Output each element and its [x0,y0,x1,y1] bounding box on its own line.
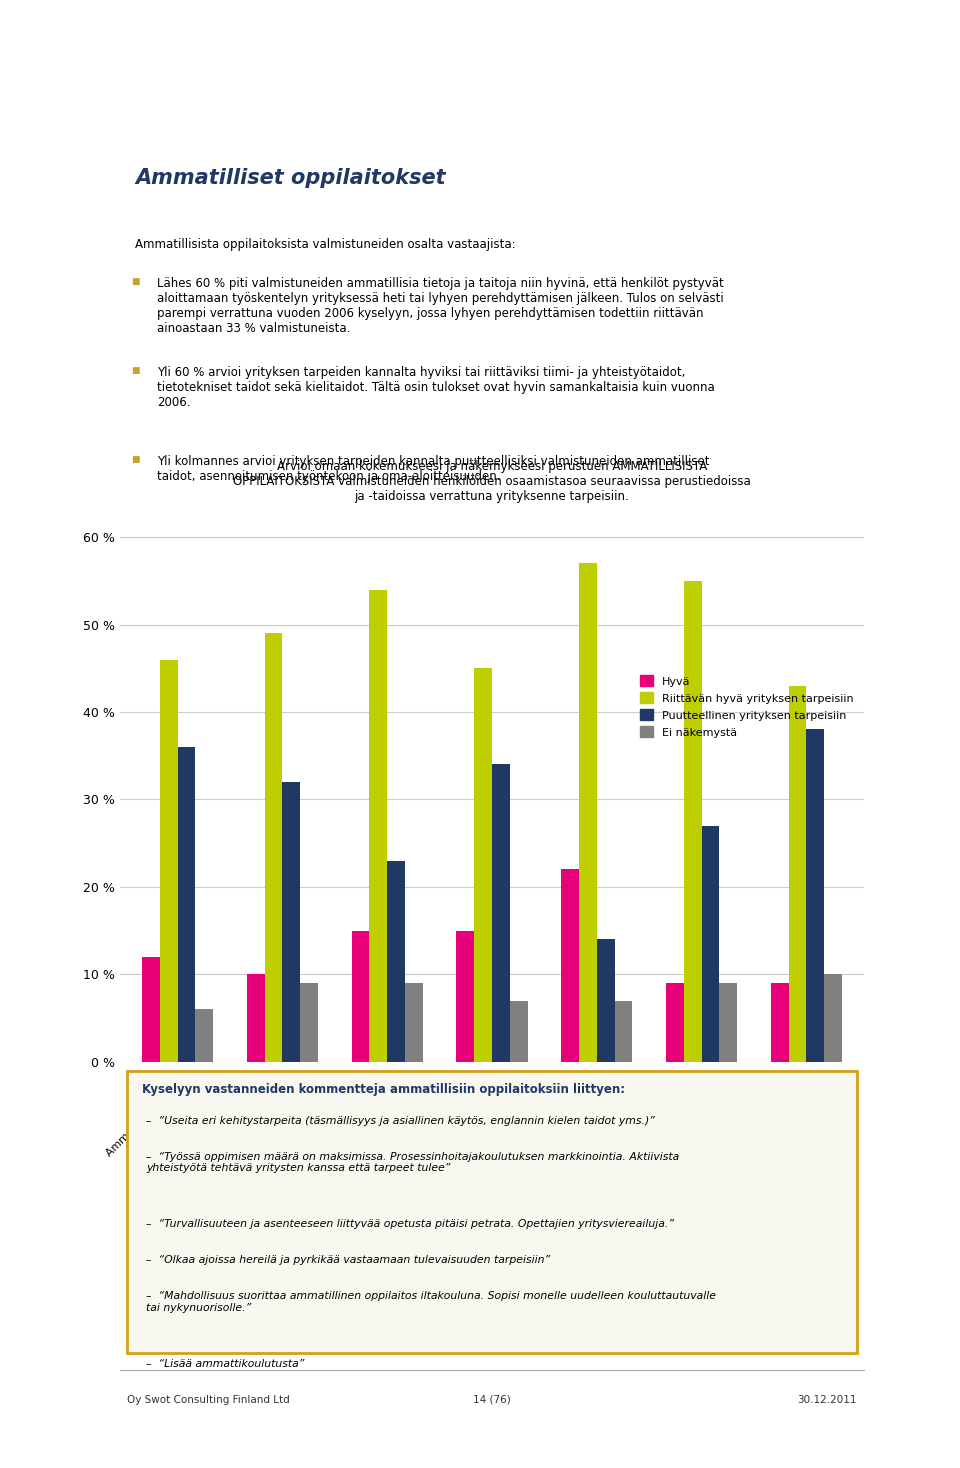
Bar [370,590,387,1061]
Text: Kyky soveltaa oppimiaan
ammatillisia taitoja: Kyky soveltaa oppimiaan ammatillisia tai… [186,1079,298,1189]
Text: ■: ■ [132,276,139,286]
Text: Oy Swot Consulting Finland Ltd: Oy Swot Consulting Finland Ltd [128,1395,290,1405]
Bar [492,765,510,1061]
Bar [788,686,806,1061]
Bar [247,975,265,1061]
Bar [771,984,788,1061]
Bar [702,825,719,1061]
Text: Lähes 60 % piti valmistuneiden ammatillisia tietoja ja taitoja niin hyvinä, että: Lähes 60 % piti valmistuneiden ammatilli… [157,276,724,335]
Bar [196,1010,213,1061]
Text: Yli 60 % arvioi yrityksen tarpeiden kannalta hyviksi tai riittäviksi tiimi- ja y: Yli 60 % arvioi yrityksen tarpeiden kann… [157,366,715,408]
Text: 14 (76): 14 (76) [473,1395,511,1405]
Bar [351,931,370,1061]
Text: Yli kolmannes arvioi yrityksen tarpeiden kannalta puutteellisiksi valmistuneiden: Yli kolmannes arvioi yrityksen tarpeiden… [157,455,709,483]
Text: Kyselyyn vastanneiden kommentteja ammatillisiin oppilaitoksiin liittyen:: Kyselyyn vastanneiden kommentteja ammati… [142,1083,626,1095]
Bar [719,984,737,1061]
Bar [159,659,178,1061]
Text: ■: ■ [132,455,139,464]
Text: Ammatilliset oppilaitokset: Ammatilliset oppilaitokset [134,167,445,188]
Text: Ammatilliset taidot: Ammatilliset taidot [105,1079,184,1158]
Bar [806,730,825,1061]
Bar [825,975,842,1061]
Text: –  “Mahdollisuus suorittaa ammatillinen oppilaitos iltakouluna. Sopisi monelle u: – “Mahdollisuus suorittaa ammatillinen o… [146,1292,716,1312]
Bar [562,869,579,1061]
Bar [265,633,282,1061]
Text: Oma-aloitteisuus: Oma-aloitteisuus [741,1079,813,1151]
FancyBboxPatch shape [128,1070,856,1352]
Bar [684,581,702,1061]
Text: Tiimi- ja yhteistyötaidot: Tiimi- ja yhteistyötaidot [297,1079,395,1176]
Text: –  “Useita eri kehitystarpeita (täsmällisyys ja asiallinen käytös, englannin kie: – “Useita eri kehitystarpeita (täsmällis… [146,1116,655,1126]
Bar [510,1001,528,1061]
Bar [387,860,405,1061]
Text: Tietotekninen osaaminen: Tietotekninen osaaminen [499,1079,604,1183]
Bar [405,984,422,1061]
Text: –  “Työssä oppimisen määrä on maksimissa. Prosessinhoitajakoulutuksen markkinoin: – “Työssä oppimisen määrä on maksimissa.… [146,1152,680,1173]
Text: Asennoituminen työntekoon: Asennoituminen työntekoon [383,1079,499,1193]
Text: 30.12.2011: 30.12.2011 [797,1395,856,1405]
Text: Ammatillisista oppilaitoksista valmistuneiden osalta vastaajista:: Ammatillisista oppilaitoksista valmistun… [134,238,516,251]
Bar [456,931,474,1061]
Text: Kielitaito: Kielitaito [668,1079,708,1119]
Text: Rauman ja Satakunnan kauppakamarien koulutusselvitys 2011: Rauman ja Satakunnan kauppakamarien koul… [174,79,810,98]
Bar [474,668,492,1061]
Bar [282,782,300,1061]
Text: ■: ■ [132,366,139,374]
Text: –  “Lisää ammattikoulutusta”: – “Lisää ammattikoulutusta” [146,1358,304,1368]
Title: Arvioi omaan kokemukseesi ja näkemykseesi perustuen AMMATILLISISTA
OPPILAITOKSIS: Arvioi omaan kokemukseesi ja näkemyksees… [233,459,751,502]
Bar [142,957,159,1061]
Bar [597,940,614,1061]
Legend: Hyvä, Riittävän hyvä yrityksen tarpeisiin, Puutteellinen yrityksen tarpeisiin, E: Hyvä, Riittävän hyvä yrityksen tarpeisii… [636,671,858,741]
Bar [666,984,684,1061]
Bar [579,564,597,1061]
Bar [300,984,318,1061]
Bar [614,1001,633,1061]
Text: –  “Turvallisuuteen ja asenteeseen liittyvää opetusta pitäisi petrata. Opettajie: – “Turvallisuuteen ja asenteeseen liitty… [146,1218,674,1229]
Text: –  “Olkaa ajoissa hereilä ja pyrkikää vastaamaan tulevaisuuden tarpeisiin”: – “Olkaa ajoissa hereilä ja pyrkikää vas… [146,1255,550,1265]
Bar [178,747,196,1061]
